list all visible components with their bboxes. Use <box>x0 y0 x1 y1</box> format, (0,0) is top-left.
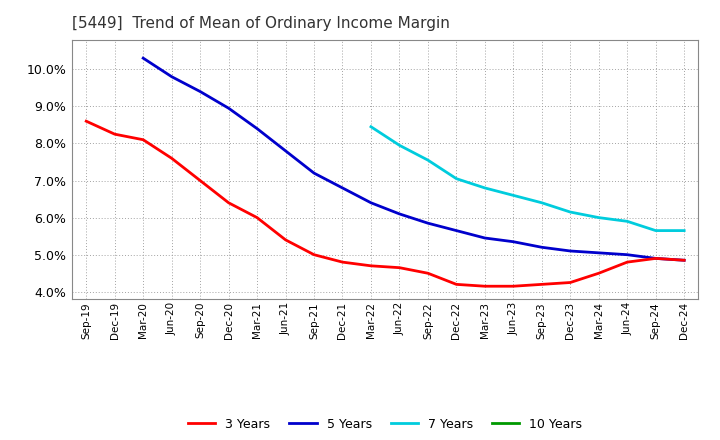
5 Years <box>480 235 489 241</box>
7 Years <box>480 185 489 191</box>
3 Years <box>680 258 688 263</box>
7 Years <box>423 158 432 163</box>
3 Years <box>595 271 603 276</box>
7 Years <box>395 143 404 148</box>
Line: 3 Years: 3 Years <box>86 121 684 286</box>
7 Years <box>366 124 375 129</box>
5 Years <box>282 148 290 154</box>
5 Years <box>253 126 261 131</box>
3 Years <box>623 260 631 265</box>
3 Years <box>452 282 461 287</box>
3 Years <box>423 271 432 276</box>
Text: [5449]  Trend of Mean of Ordinary Income Margin: [5449] Trend of Mean of Ordinary Income … <box>72 16 450 32</box>
5 Years <box>395 211 404 216</box>
3 Years <box>282 237 290 242</box>
Line: 5 Years: 5 Years <box>143 58 684 260</box>
3 Years <box>225 200 233 205</box>
3 Years <box>253 215 261 220</box>
5 Years <box>595 250 603 256</box>
5 Years <box>566 248 575 253</box>
5 Years <box>652 256 660 261</box>
5 Years <box>310 170 318 176</box>
5 Years <box>225 106 233 111</box>
3 Years <box>167 156 176 161</box>
3 Years <box>480 284 489 289</box>
7 Years <box>537 200 546 205</box>
5 Years <box>680 258 688 263</box>
5 Years <box>338 185 347 191</box>
5 Years <box>537 245 546 250</box>
3 Years <box>652 256 660 261</box>
3 Years <box>110 132 119 137</box>
3 Years <box>82 118 91 124</box>
5 Years <box>452 228 461 233</box>
3 Years <box>310 252 318 257</box>
7 Years <box>509 193 518 198</box>
5 Years <box>167 74 176 79</box>
5 Years <box>196 89 204 94</box>
7 Years <box>623 219 631 224</box>
Line: 7 Years: 7 Years <box>371 127 684 231</box>
5 Years <box>423 220 432 226</box>
3 Years <box>566 280 575 285</box>
3 Years <box>537 282 546 287</box>
5 Years <box>366 200 375 205</box>
3 Years <box>139 137 148 143</box>
5 Years <box>623 252 631 257</box>
7 Years <box>680 228 688 233</box>
3 Years <box>338 260 347 265</box>
7 Years <box>452 176 461 181</box>
7 Years <box>566 209 575 215</box>
7 Years <box>595 215 603 220</box>
3 Years <box>509 284 518 289</box>
5 Years <box>139 55 148 61</box>
5 Years <box>509 239 518 244</box>
3 Years <box>196 178 204 183</box>
3 Years <box>366 263 375 268</box>
3 Years <box>395 265 404 270</box>
7 Years <box>652 228 660 233</box>
Legend: 3 Years, 5 Years, 7 Years, 10 Years: 3 Years, 5 Years, 7 Years, 10 Years <box>183 413 588 436</box>
